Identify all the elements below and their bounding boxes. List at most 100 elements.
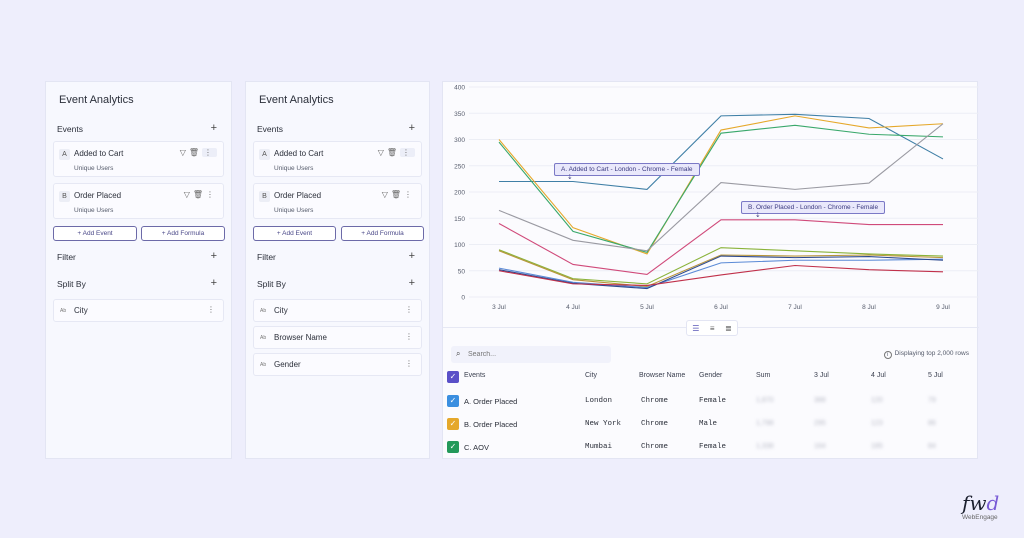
dimension-gender[interactable]: Ab Gender ⋮ [253, 353, 422, 376]
header-4-jul[interactable]: 4 Jul [871, 372, 886, 379]
add-split-plus-icon[interactable]: + [408, 277, 415, 289]
trash-icon[interactable]: 🗑 [386, 148, 400, 157]
x-tick-label: 3 Jul [492, 304, 506, 311]
dimension-city[interactable]: Ab City ⋮ [253, 299, 422, 322]
row-checkbox[interactable]: ✓ [447, 418, 459, 430]
add-event-plus-icon[interactable]: + [408, 122, 415, 134]
more-options-icon[interactable]: ⋮ [405, 305, 413, 314]
dimension-name: City [74, 306, 88, 315]
dimension-city[interactable]: Ab City ⋮ [53, 299, 224, 322]
x-tick-label: 4 Jul [566, 304, 580, 311]
y-tick-label: 50 [458, 268, 466, 275]
y-tick-label: 250 [454, 163, 465, 170]
annotation-pointer-icon: ⇣ [567, 174, 573, 181]
value-cell: 79 [928, 397, 936, 404]
panel-title: Event Analytics [259, 94, 334, 106]
select-all-checkbox[interactable]: ✓ [447, 371, 459, 383]
dimension-browser-name[interactable]: Ab Browser Name ⋮ [253, 326, 422, 349]
fwd-webengage-logo: fwd WebEngage [962, 493, 999, 521]
add-formula-button[interactable]: + Add Formula [341, 226, 424, 241]
trash-icon[interactable]: 🗑 [188, 148, 202, 157]
view-toggle: ☰ ≡ ≣ [686, 320, 738, 336]
browser-cell: Chrome [641, 443, 669, 451]
add-formula-button[interactable]: + Add Formula [141, 226, 225, 241]
text-type-icon: Ab [260, 308, 267, 314]
value-cell: 86 [928, 420, 936, 427]
logo-fwd-accent: d [986, 491, 1000, 515]
chart-annotation-a: A. Added to Cart - London - Chrome - Fem… [554, 163, 700, 176]
event-name: Added to Cart [74, 149, 124, 158]
info-icon: i [883, 351, 892, 359]
more-options-icon[interactable]: ⋮ [405, 332, 413, 341]
city-cell: London [585, 397, 613, 405]
row-checkbox[interactable]: ✓ [447, 395, 459, 407]
event-metric: Unique Users [74, 207, 114, 214]
filter-section-label: Filter [257, 252, 276, 262]
row-checkbox[interactable]: ✓ [447, 441, 459, 453]
split-view-icon[interactable]: ≡ [709, 323, 715, 333]
event-cell: A. Order Placed [464, 397, 518, 406]
search-input[interactable] [468, 348, 603, 361]
header-sum[interactable]: Sum [756, 372, 771, 379]
event-card-b[interactable]: B Order Placed Unique Users ▽🗑⋮ [53, 183, 224, 219]
event-badge: A [259, 149, 270, 160]
event-cell: C. AOV [464, 443, 490, 452]
series-line-10 [498, 264, 944, 287]
y-tick-label: 400 [454, 85, 465, 92]
y-tick-label: 0 [461, 295, 465, 302]
event-card-b[interactable]: B Order Placed Unique Users ▽🗑⋮ [253, 183, 422, 219]
add-event-button[interactable]: + Add Event [253, 226, 336, 241]
more-options-icon[interactable]: ⋮ [206, 190, 217, 199]
add-split-plus-icon[interactable]: + [210, 277, 217, 289]
more-options-icon[interactable]: ⋮ [405, 359, 413, 368]
value-cell: 120 [871, 397, 883, 404]
line-chart-svg: 0 50 100 150 200 250 300 350 400 3 Jul 4 Jul 5 Jul 6… [454, 85, 979, 311]
event-metric: Unique Users [274, 165, 314, 172]
filter-icon[interactable]: ▽ [377, 148, 387, 157]
x-tick-label: 8 Jul [862, 304, 876, 311]
add-event-button[interactable]: + Add Event [53, 226, 137, 241]
event-card-a[interactable]: A Added to Cart Unique Users ▽🗑 ⋮ [253, 141, 422, 177]
more-options-icon[interactable]: ⋮ [207, 305, 215, 314]
events-section-label: Events [257, 124, 283, 134]
dimension-name: Browser Name [274, 333, 327, 342]
more-options-icon[interactable]: ⋮ [400, 148, 415, 157]
event-analytics-panel-2: Event Analytics Events + A Added to Cart… [245, 81, 430, 459]
split-by-section-label: Split By [257, 279, 286, 289]
filter-icon[interactable]: ▽ [179, 148, 189, 157]
add-filter-plus-icon[interactable]: + [408, 250, 415, 262]
browser-cell: Chrome [641, 420, 669, 428]
y-tick-label: 200 [454, 190, 465, 197]
header-browser-name[interactable]: Browser Name [639, 372, 686, 379]
table-view-icon[interactable]: ≣ [725, 323, 732, 333]
event-card-a[interactable]: A Added to Cart Unique Users ▽🗑 ⋮ [53, 141, 224, 177]
header-3-jul[interactable]: 3 Jul [814, 372, 829, 379]
filter-icon[interactable]: ▽ [381, 190, 391, 199]
annotation-pointer-icon: ⇣ [755, 212, 761, 219]
city-cell: Mumbai [585, 443, 613, 451]
add-filter-plus-icon[interactable]: + [210, 250, 217, 262]
filter-icon[interactable]: ▽ [183, 190, 193, 199]
table-row: ✓ C. AOV Mumbai Chrome Female 1,338 164 … [443, 437, 979, 459]
event-badge: A [59, 149, 70, 160]
y-tick-label: 150 [454, 216, 465, 223]
header-gender[interactable]: Gender [699, 372, 723, 379]
gender-cell: Female [699, 397, 727, 405]
trash-icon[interactable]: 🗑 [192, 190, 206, 199]
table-header-row: ✓ Events City Browser Name Gender Sum 3 … [443, 367, 979, 389]
y-tick-label: 300 [454, 137, 465, 144]
header-city[interactable]: City [585, 372, 598, 379]
logo-fwd-text: fw [962, 491, 987, 515]
y-tick-label: 100 [454, 242, 465, 249]
more-options-icon[interactable]: ⋮ [404, 190, 415, 199]
header-5-jul[interactable]: 5 Jul [928, 372, 943, 379]
trash-icon[interactable]: 🗑 [390, 190, 404, 199]
event-badge: B [259, 191, 270, 202]
stacked-view-icon[interactable]: ☰ [692, 323, 700, 333]
add-event-plus-icon[interactable]: + [210, 122, 217, 134]
text-type-icon: Ab [60, 308, 67, 314]
header-events[interactable]: Events [464, 372, 486, 379]
more-options-icon[interactable]: ⋮ [202, 148, 217, 157]
split-by-section-label: Split By [57, 279, 86, 289]
search-icon: ⌕ [456, 349, 461, 358]
